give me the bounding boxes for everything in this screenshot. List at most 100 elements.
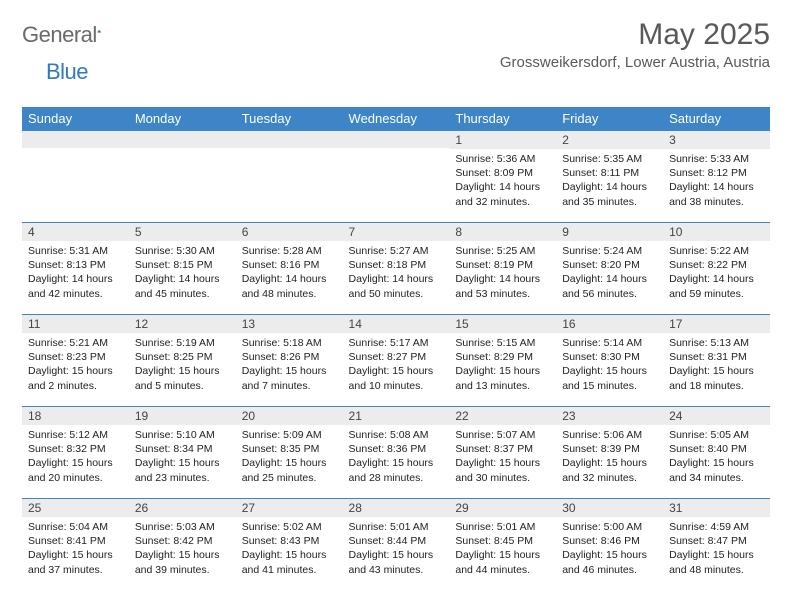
day-details: Sunrise: 5:02 AMSunset: 8:43 PMDaylight:… — [236, 517, 343, 583]
day-number: 4 — [22, 222, 129, 241]
day-details: Sunrise: 5:07 AMSunset: 8:37 PMDaylight:… — [449, 425, 556, 491]
day-details: Sunrise: 5:31 AMSunset: 8:13 PMDaylight:… — [22, 241, 129, 307]
day-details: Sunrise: 4:59 AMSunset: 8:47 PMDaylight:… — [663, 517, 770, 583]
day-cell: 11Sunrise: 5:21 AMSunset: 8:23 PMDayligh… — [22, 314, 129, 406]
day-number: 1 — [449, 130, 556, 149]
day-cell: 16Sunrise: 5:14 AMSunset: 8:30 PMDayligh… — [556, 314, 663, 406]
calendar-week: 25Sunrise: 5:04 AMSunset: 8:41 PMDayligh… — [22, 498, 770, 590]
dow-header: Thursday — [449, 107, 556, 130]
day-number: 28 — [343, 498, 450, 517]
day-cell: 1Sunrise: 5:36 AMSunset: 8:09 PMDaylight… — [449, 130, 556, 222]
day-number: 3 — [663, 130, 770, 149]
calendar-week: 4Sunrise: 5:31 AMSunset: 8:13 PMDaylight… — [22, 222, 770, 314]
day-details: Sunrise: 5:04 AMSunset: 8:41 PMDaylight:… — [22, 517, 129, 583]
day-number: 8 — [449, 222, 556, 241]
day-details: Sunrise: 5:30 AMSunset: 8:15 PMDaylight:… — [129, 241, 236, 307]
day-cell: 4Sunrise: 5:31 AMSunset: 8:13 PMDaylight… — [22, 222, 129, 314]
day-number: 17 — [663, 314, 770, 333]
empty-day — [343, 130, 450, 148]
day-number: 24 — [663, 406, 770, 425]
day-number: 12 — [129, 314, 236, 333]
day-cell: 30Sunrise: 5:00 AMSunset: 8:46 PMDayligh… — [556, 498, 663, 590]
day-number: 2 — [556, 130, 663, 149]
day-number: 21 — [343, 406, 450, 425]
day-number: 25 — [22, 498, 129, 517]
day-number: 31 — [663, 498, 770, 517]
day-number: 22 — [449, 406, 556, 425]
logo: General — [22, 18, 125, 48]
day-cell: 22Sunrise: 5:07 AMSunset: 8:37 PMDayligh… — [449, 406, 556, 498]
day-number: 10 — [663, 222, 770, 241]
day-details: Sunrise: 5:15 AMSunset: 8:29 PMDaylight:… — [449, 333, 556, 399]
day-number: 7 — [343, 222, 450, 241]
day-cell: 20Sunrise: 5:09 AMSunset: 8:35 PMDayligh… — [236, 406, 343, 498]
day-details: Sunrise: 5:19 AMSunset: 8:25 PMDaylight:… — [129, 333, 236, 399]
day-cell: 2Sunrise: 5:35 AMSunset: 8:11 PMDaylight… — [556, 130, 663, 222]
logo-triangle-icon — [97, 22, 102, 40]
day-details: Sunrise: 5:22 AMSunset: 8:22 PMDaylight:… — [663, 241, 770, 307]
day-cell: 17Sunrise: 5:13 AMSunset: 8:31 PMDayligh… — [663, 314, 770, 406]
day-details: Sunrise: 5:14 AMSunset: 8:30 PMDaylight:… — [556, 333, 663, 399]
calendar-table: SundayMondayTuesdayWednesdayThursdayFrid… — [22, 107, 770, 590]
empty-day — [22, 130, 129, 148]
day-number: 5 — [129, 222, 236, 241]
day-details: Sunrise: 5:01 AMSunset: 8:45 PMDaylight:… — [449, 517, 556, 583]
day-cell: 5Sunrise: 5:30 AMSunset: 8:15 PMDaylight… — [129, 222, 236, 314]
day-cell: 28Sunrise: 5:01 AMSunset: 8:44 PMDayligh… — [343, 498, 450, 590]
day-details: Sunrise: 5:17 AMSunset: 8:27 PMDaylight:… — [343, 333, 450, 399]
day-cell: 15Sunrise: 5:15 AMSunset: 8:29 PMDayligh… — [449, 314, 556, 406]
day-details: Sunrise: 5:12 AMSunset: 8:32 PMDaylight:… — [22, 425, 129, 491]
day-details: Sunrise: 5:21 AMSunset: 8:23 PMDaylight:… — [22, 333, 129, 399]
day-details: Sunrise: 5:06 AMSunset: 8:39 PMDaylight:… — [556, 425, 663, 491]
day-details: Sunrise: 5:03 AMSunset: 8:42 PMDaylight:… — [129, 517, 236, 583]
calendar-week: 11Sunrise: 5:21 AMSunset: 8:23 PMDayligh… — [22, 314, 770, 406]
day-number: 26 — [129, 498, 236, 517]
day-number: 27 — [236, 498, 343, 517]
day-cell: 19Sunrise: 5:10 AMSunset: 8:34 PMDayligh… — [129, 406, 236, 498]
day-cell: 8Sunrise: 5:25 AMSunset: 8:19 PMDaylight… — [449, 222, 556, 314]
day-number: 14 — [343, 314, 450, 333]
day-number: 19 — [129, 406, 236, 425]
day-cell: 7Sunrise: 5:27 AMSunset: 8:18 PMDaylight… — [343, 222, 450, 314]
day-details: Sunrise: 5:08 AMSunset: 8:36 PMDaylight:… — [343, 425, 450, 491]
logo-text-2: Blue — [46, 59, 88, 84]
day-details: Sunrise: 5:18 AMSunset: 8:26 PMDaylight:… — [236, 333, 343, 399]
day-details: Sunrise: 5:01 AMSunset: 8:44 PMDaylight:… — [343, 517, 450, 583]
day-number: 15 — [449, 314, 556, 333]
dow-header: Saturday — [663, 107, 770, 130]
day-cell: 25Sunrise: 5:04 AMSunset: 8:41 PMDayligh… — [22, 498, 129, 590]
day-number: 6 — [236, 222, 343, 241]
day-details: Sunrise: 5:25 AMSunset: 8:19 PMDaylight:… — [449, 241, 556, 307]
day-details: Sunrise: 5:27 AMSunset: 8:18 PMDaylight:… — [343, 241, 450, 307]
day-number: 20 — [236, 406, 343, 425]
day-cell: 24Sunrise: 5:05 AMSunset: 8:40 PMDayligh… — [663, 406, 770, 498]
dow-header: Wednesday — [343, 107, 450, 130]
day-details: Sunrise: 5:13 AMSunset: 8:31 PMDaylight:… — [663, 333, 770, 399]
day-cell: 21Sunrise: 5:08 AMSunset: 8:36 PMDayligh… — [343, 406, 450, 498]
calendar-week: 18Sunrise: 5:12 AMSunset: 8:32 PMDayligh… — [22, 406, 770, 498]
day-cell: 3Sunrise: 5:33 AMSunset: 8:12 PMDaylight… — [663, 130, 770, 222]
day-cell: 18Sunrise: 5:12 AMSunset: 8:32 PMDayligh… — [22, 406, 129, 498]
day-cell — [22, 130, 129, 222]
day-cell: 14Sunrise: 5:17 AMSunset: 8:27 PMDayligh… — [343, 314, 450, 406]
dow-header: Sunday — [22, 107, 129, 130]
day-details: Sunrise: 5:35 AMSunset: 8:11 PMDaylight:… — [556, 149, 663, 215]
day-cell: 26Sunrise: 5:03 AMSunset: 8:42 PMDayligh… — [129, 498, 236, 590]
day-details: Sunrise: 5:28 AMSunset: 8:16 PMDaylight:… — [236, 241, 343, 307]
day-number: 29 — [449, 498, 556, 517]
day-cell: 29Sunrise: 5:01 AMSunset: 8:45 PMDayligh… — [449, 498, 556, 590]
dow-header: Tuesday — [236, 107, 343, 130]
day-cell: 27Sunrise: 5:02 AMSunset: 8:43 PMDayligh… — [236, 498, 343, 590]
day-cell: 6Sunrise: 5:28 AMSunset: 8:16 PMDaylight… — [236, 222, 343, 314]
day-cell — [343, 130, 450, 222]
day-number: 9 — [556, 222, 663, 241]
logo-text-1: General — [22, 22, 97, 48]
day-cell: 13Sunrise: 5:18 AMSunset: 8:26 PMDayligh… — [236, 314, 343, 406]
day-number: 30 — [556, 498, 663, 517]
day-cell: 10Sunrise: 5:22 AMSunset: 8:22 PMDayligh… — [663, 222, 770, 314]
day-details: Sunrise: 5:09 AMSunset: 8:35 PMDaylight:… — [236, 425, 343, 491]
day-number: 11 — [22, 314, 129, 333]
day-cell: 9Sunrise: 5:24 AMSunset: 8:20 PMDaylight… — [556, 222, 663, 314]
day-details: Sunrise: 5:10 AMSunset: 8:34 PMDaylight:… — [129, 425, 236, 491]
empty-day — [129, 130, 236, 148]
